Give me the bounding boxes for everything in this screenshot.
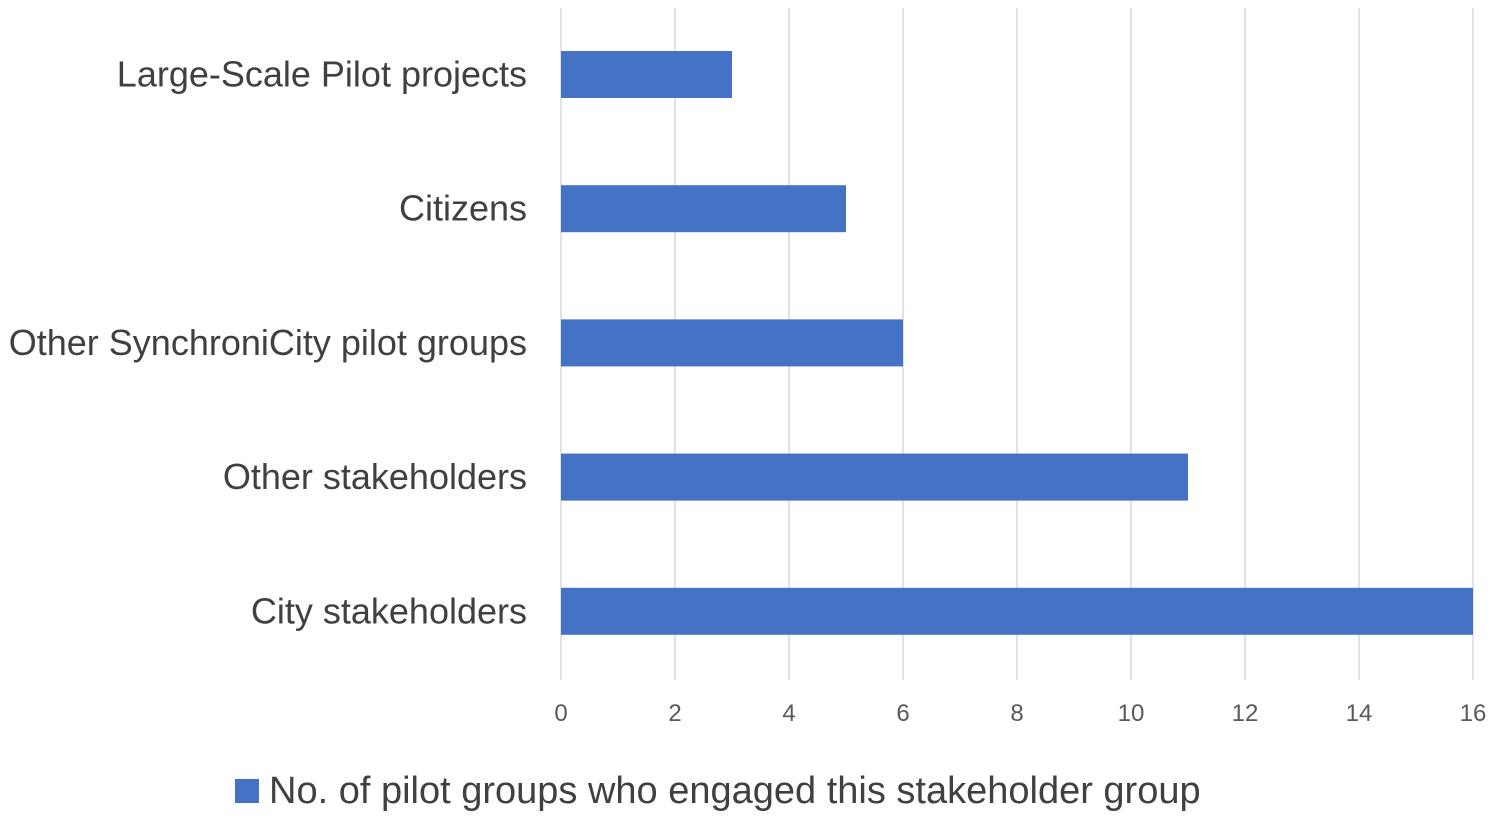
category-label-2: Other SynchroniCity pilot groups xyxy=(9,322,527,363)
x-tick-label-8: 16 xyxy=(1460,700,1487,727)
category-label-4: City stakeholders xyxy=(251,590,527,631)
x-tick-label-3: 6 xyxy=(896,700,909,727)
legend: No. of pilot groups who engaged this sta… xyxy=(235,770,1201,812)
bar-2 xyxy=(561,319,903,367)
bars xyxy=(561,51,1473,635)
bar-4 xyxy=(561,587,1473,635)
x-tick-label-1: 2 xyxy=(668,700,681,727)
x-tick-label-4: 8 xyxy=(1010,700,1023,727)
x-tick-label-2: 4 xyxy=(782,700,795,727)
category-label-1: Citizens xyxy=(399,188,527,229)
bar-1 xyxy=(561,185,846,233)
bar-0 xyxy=(561,51,732,98)
legend-swatch xyxy=(235,779,259,803)
category-label-3: Other stakeholders xyxy=(223,456,527,497)
x-tick-label-5: 10 xyxy=(1118,700,1145,727)
gridlines xyxy=(560,8,1474,680)
x-axis-tick-labels: 0 2 4 6 8 10 12 14 16 xyxy=(554,700,1486,727)
bar-3 xyxy=(561,453,1188,501)
category-labels: Large-Scale Pilot projects Citizens Other … xyxy=(9,54,527,632)
x-tick-label-6: 12 xyxy=(1232,700,1259,727)
x-tick-label-0: 0 xyxy=(554,700,567,727)
category-label-0: Large-Scale Pilot projects xyxy=(117,54,527,95)
legend-label: No. of pilot groups who engaged this sta… xyxy=(269,770,1201,812)
x-tick-label-7: 14 xyxy=(1346,700,1373,727)
